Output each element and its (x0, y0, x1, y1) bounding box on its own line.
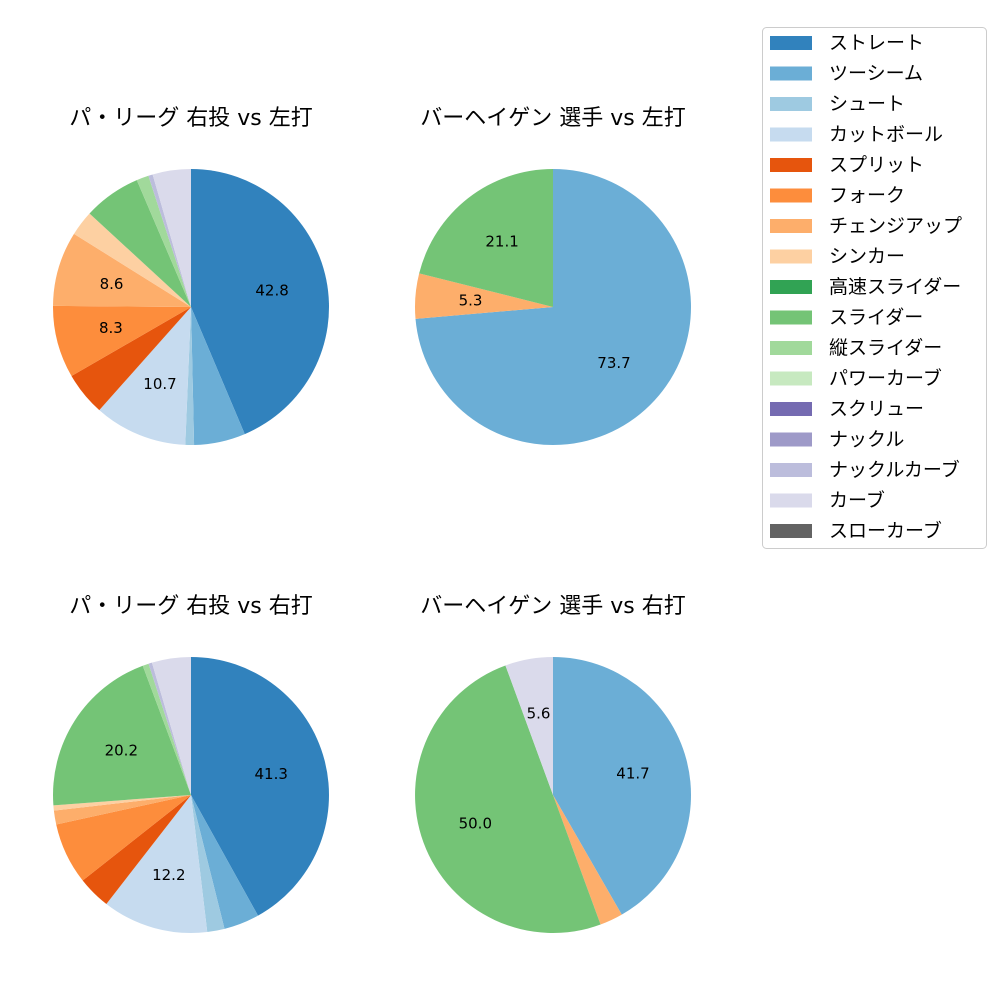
legend-label: フォーク (829, 185, 905, 207)
pie-slice-label: 41.3 (254, 765, 287, 783)
legend-swatch (770, 36, 812, 50)
legend-label: カーブ (829, 489, 885, 512)
legend-swatch (770, 219, 812, 233)
pie-slice (151, 657, 191, 795)
legend-swatch (770, 341, 812, 355)
legend-swatch (770, 66, 812, 81)
legend-swatch (770, 371, 812, 386)
legend-label: ストレート (829, 32, 924, 54)
pie-slice (185, 307, 195, 446)
pies-group: 42.810.78.38.673.75.321.141.312.220.241.… (52, 168, 692, 933)
legend-swatch (770, 127, 812, 142)
legend-label: スライダー (829, 307, 923, 329)
legend-label: スクリュー (829, 398, 924, 420)
pie-slice (191, 657, 329, 916)
pie-title-3: バーヘイゲン 選手 vs 右打 (420, 594, 685, 619)
pie-slice (553, 656, 692, 915)
pie-3: 41.7 50.0 5.6 (415, 656, 692, 933)
pie-0: 42.8 10.7 8.3 8.6 (52, 168, 330, 446)
legend-label: 高速スライダー (829, 276, 961, 298)
legend-label: シュート (829, 93, 905, 115)
pie-slice (191, 307, 245, 445)
pie-slice (106, 795, 208, 933)
pie-slice (53, 795, 191, 811)
pie-slice (56, 795, 191, 881)
pie-slice (148, 662, 191, 795)
pie-slice-label: 5.6 (527, 705, 551, 723)
pie-slice (142, 663, 191, 795)
legend-label: パワーカーブ (829, 367, 942, 390)
pie-title-0: パ・リーグ 右投 vs 左打 (69, 106, 312, 131)
pie-slice (53, 665, 191, 806)
legend-swatch (770, 188, 812, 203)
legend-label: カットボール (829, 124, 943, 146)
pie-slice (99, 307, 191, 445)
legend-swatch (770, 432, 812, 447)
pie-slice (136, 175, 191, 307)
legend-swatch (770, 524, 812, 538)
pie-slice (53, 233, 191, 307)
pie-slice (191, 795, 259, 929)
legend-label: ナックルカーブ (829, 458, 960, 481)
legend-frame (762, 27, 987, 549)
legend-swatch (770, 493, 812, 508)
legend-swatch (770, 97, 812, 111)
legend-swatch (770, 280, 812, 294)
legend-label: ナックル (829, 429, 904, 451)
legend-label: ツーシーム (829, 63, 923, 85)
legend: ストレートツーシームシュートカットボールスプリットフォークチェンジアップシンカー… (762, 27, 987, 549)
pie-slice (505, 657, 553, 795)
pie-slice (415, 169, 691, 446)
pie-title-1: バーヘイゲン 選手 vs 左打 (420, 106, 685, 131)
pie-slice (419, 169, 553, 307)
pie-slice (191, 169, 330, 435)
pie-slice (73, 213, 191, 307)
pie-slice-label: 21.1 (485, 233, 518, 251)
pie-slice-label: 8.6 (100, 275, 124, 293)
pie-slice-label: 5.3 (459, 291, 483, 309)
pie-slice (53, 795, 191, 825)
pie-slice-label: 8.3 (99, 319, 123, 337)
legend-swatch (770, 249, 812, 264)
pie-slice-label: 50.0 (459, 815, 492, 833)
pie-slice (148, 174, 191, 307)
pie-slice-label: 20.2 (105, 741, 138, 759)
legend-label: 縦スライダー (829, 337, 942, 359)
legend-swatch (770, 402, 812, 416)
pie-1: 73.7 5.3 21.1 (414, 169, 691, 446)
pie-slice-label: 42.8 (255, 282, 288, 300)
legend-swatch (770, 463, 812, 477)
pie-slice-label: 12.2 (152, 866, 185, 884)
pie-2: 41.3 12.2 20.2 (53, 657, 329, 933)
legend-label: スプリット (829, 154, 924, 176)
pie-title-2: パ・リーグ 右投 vs 右打 (69, 594, 312, 619)
pie-slice (553, 795, 622, 925)
pie-slice (89, 180, 191, 307)
pie-slice (52, 305, 191, 376)
pie-slice-label: 41.7 (616, 765, 649, 783)
legend-swatch (770, 158, 812, 172)
pie-slice-label: 73.7 (597, 354, 630, 372)
pie-slice (71, 307, 191, 411)
pie-slice (415, 665, 601, 933)
legend-swatch (770, 310, 812, 325)
legend-label: チェンジアップ (829, 215, 962, 237)
pie-slice (414, 273, 553, 319)
pie-slice (82, 795, 191, 904)
legend-label: シンカー (829, 246, 905, 268)
pie-slice (191, 795, 225, 933)
pie-slice (152, 168, 191, 307)
legend-label: スローカーブ (829, 519, 942, 542)
pie-slice-label: 10.7 (143, 375, 176, 393)
